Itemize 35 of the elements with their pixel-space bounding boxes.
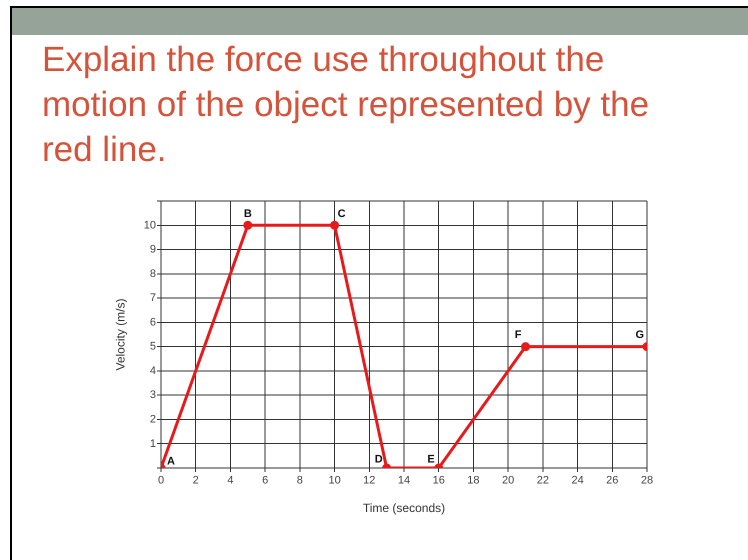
annotation: D	[374, 454, 383, 466]
chart-title: Explain the force use throughout the motion of the object represented by the red line.	[42, 39, 650, 171]
y-tick-label: 7	[150, 292, 156, 304]
y-tick-label: 6	[150, 316, 156, 328]
y-tick-label: 3	[150, 389, 156, 402]
y-tick-label: 5	[150, 340, 156, 353]
x-tick-label: 2	[192, 474, 199, 487]
y-axis-title: Velocity (m/s)	[114, 298, 128, 371]
x-tick-label: 6	[262, 474, 268, 487]
x-tick-label: 18	[467, 474, 480, 487]
x-tick-label: 8	[296, 474, 303, 487]
x-tick-label: 26	[606, 474, 618, 487]
y-tick-label: 8	[150, 268, 156, 280]
x-tick-label: 16	[432, 474, 445, 487]
annotation: C	[338, 208, 346, 220]
annotation: G	[635, 329, 644, 342]
x-axis-title: Time (seconds)	[362, 501, 446, 516]
x-tick-label: 0	[158, 474, 164, 487]
y-tick-label: 4	[150, 364, 156, 377]
y-tick-label: 10	[144, 219, 156, 232]
x-tick-label: 12	[363, 474, 376, 487]
x-tick-label: 22	[536, 474, 549, 487]
y-tick-label: 2	[150, 413, 156, 426]
x-tick-label: 4	[227, 474, 234, 487]
annotation: F	[514, 329, 522, 342]
annotation: B	[244, 208, 252, 220]
x-tick-label: 14	[398, 474, 410, 487]
annotation: A	[167, 456, 175, 468]
x-tick-label: 20	[502, 474, 514, 487]
x-tick-label: 10	[328, 474, 341, 487]
y-tick-label: 1	[150, 438, 156, 450]
annotation: E	[427, 454, 435, 466]
x-tick-label: 24	[571, 474, 584, 487]
x-tick-label: 28	[640, 474, 654, 487]
y-tick-label: 9	[150, 244, 156, 256]
